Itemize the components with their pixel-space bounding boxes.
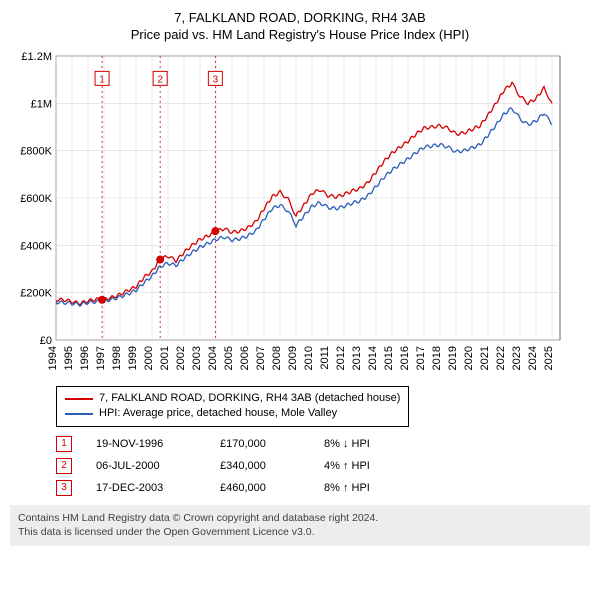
- transaction-delta: 4% ↑ HPI: [324, 460, 404, 472]
- chart-plot: £0 £200K £400K £600K £800K £1M £1.2M 1994 1995 19…: [10, 50, 590, 380]
- svg-text:2011: 2011: [319, 346, 331, 370]
- legend-row: 7, FALKLAND ROAD, DORKING, RH4 3AB (deta…: [65, 391, 400, 406]
- svg-text:2019: 2019: [447, 346, 459, 370]
- svg-text:2000: 2000: [143, 346, 155, 370]
- svg-text:2020: 2020: [463, 346, 475, 370]
- transaction-delta: 8% ↓ HPI: [324, 438, 404, 450]
- svg-text:2013: 2013: [351, 346, 363, 370]
- transaction-row: 2 06-JUL-2000 £340,000 4% ↑ HPI: [56, 455, 590, 477]
- legend-swatch: [65, 413, 93, 415]
- chart-container: 7, FALKLAND ROAD, DORKING, RH4 3AB Price…: [0, 0, 600, 556]
- transaction-marker: 3: [56, 480, 72, 496]
- svg-text:£0: £0: [40, 335, 52, 347]
- svg-text:2002: 2002: [175, 346, 187, 370]
- svg-text:1997: 1997: [95, 346, 107, 370]
- legend: 7, FALKLAND ROAD, DORKING, RH4 3AB (deta…: [56, 386, 409, 427]
- svg-text:2015: 2015: [383, 346, 395, 370]
- svg-text:2018: 2018: [431, 346, 443, 370]
- svg-text:£200K: £200K: [20, 288, 52, 300]
- svg-text:1: 1: [99, 74, 105, 85]
- legend-row: HPI: Average price, detached house, Mole…: [65, 406, 400, 421]
- svg-text:1996: 1996: [79, 346, 91, 370]
- svg-text:1999: 1999: [127, 346, 139, 370]
- footer-line: Contains HM Land Registry data © Crown c…: [18, 511, 582, 526]
- svg-text:1998: 1998: [111, 346, 123, 370]
- transaction-date: 06-JUL-2000: [96, 460, 196, 472]
- svg-text:2001: 2001: [159, 346, 171, 370]
- svg-text:2: 2: [157, 74, 163, 85]
- svg-text:2004: 2004: [207, 346, 219, 370]
- transaction-price: £460,000: [220, 482, 300, 494]
- svg-text:£1M: £1M: [31, 98, 52, 110]
- svg-text:£1.2M: £1.2M: [21, 51, 52, 63]
- svg-text:2022: 2022: [495, 346, 507, 370]
- transaction-date: 17-DEC-2003: [96, 482, 196, 494]
- legend-label: HPI: Average price, detached house, Mole…: [99, 406, 337, 421]
- line-chart-svg: £0 £200K £400K £600K £800K £1M £1.2M 1994 1995 19…: [10, 50, 570, 380]
- svg-text:2008: 2008: [271, 346, 283, 370]
- svg-text:2016: 2016: [399, 346, 411, 370]
- transaction-price: £170,000: [220, 438, 300, 450]
- footer-line: This data is licensed under the Open Gov…: [18, 525, 582, 540]
- svg-text:3: 3: [213, 74, 219, 85]
- transaction-delta: 8% ↑ HPI: [324, 482, 404, 494]
- transaction-marker: 1: [56, 436, 72, 452]
- svg-text:2024: 2024: [527, 346, 539, 370]
- svg-text:2014: 2014: [367, 346, 379, 370]
- attribution-footer: Contains HM Land Registry data © Crown c…: [10, 505, 590, 546]
- svg-text:2012: 2012: [335, 346, 347, 370]
- chart-title: 7, FALKLAND ROAD, DORKING, RH4 3AB: [10, 10, 590, 25]
- svg-text:2021: 2021: [479, 346, 491, 370]
- svg-text:£600K: £600K: [20, 193, 52, 205]
- svg-text:2010: 2010: [303, 346, 315, 370]
- svg-text:£800K: £800K: [20, 146, 52, 158]
- svg-text:2007: 2007: [255, 346, 267, 370]
- svg-text:1995: 1995: [63, 346, 75, 370]
- transaction-marker: 2: [56, 458, 72, 474]
- transaction-row: 3 17-DEC-2003 £460,000 8% ↑ HPI: [56, 477, 590, 499]
- transaction-table: 1 19-NOV-1996 £170,000 8% ↓ HPI 2 06-JUL-2000…: [56, 433, 590, 499]
- svg-text:2025: 2025: [543, 346, 555, 370]
- svg-text:2003: 2003: [191, 346, 203, 370]
- svg-text:£400K: £400K: [20, 240, 52, 252]
- svg-text:2006: 2006: [239, 346, 251, 370]
- svg-text:2009: 2009: [287, 346, 299, 370]
- svg-text:2023: 2023: [511, 346, 523, 370]
- svg-text:2005: 2005: [223, 346, 235, 370]
- svg-text:2017: 2017: [415, 346, 427, 370]
- transaction-price: £340,000: [220, 460, 300, 472]
- legend-label: 7, FALKLAND ROAD, DORKING, RH4 3AB (deta…: [99, 391, 400, 406]
- transaction-row: 1 19-NOV-1996 £170,000 8% ↓ HPI: [56, 433, 590, 455]
- transaction-date: 19-NOV-1996: [96, 438, 196, 450]
- chart-subtitle: Price paid vs. HM Land Registry's House …: [10, 27, 590, 42]
- legend-swatch: [65, 398, 93, 400]
- svg-text:1994: 1994: [47, 346, 59, 370]
